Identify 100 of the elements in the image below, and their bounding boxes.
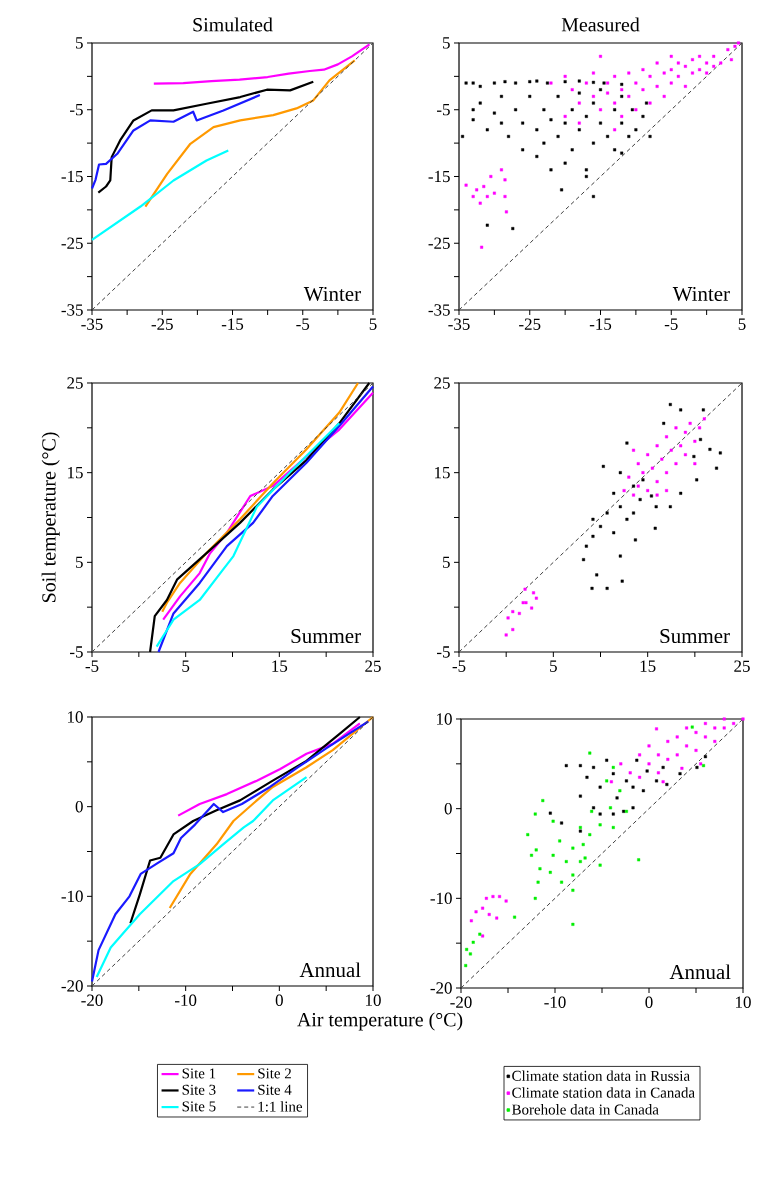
point	[608, 806, 612, 810]
y-tick-label: -5	[437, 646, 450, 658]
point	[679, 408, 683, 412]
point	[560, 880, 564, 884]
point	[541, 799, 545, 803]
point	[504, 899, 508, 903]
point	[655, 727, 659, 731]
point	[636, 462, 640, 466]
point	[646, 453, 650, 457]
line-series	[177, 722, 361, 817]
point	[674, 462, 678, 466]
y-tick-label: 25	[67, 377, 83, 389]
point	[650, 466, 654, 470]
point	[534, 596, 538, 600]
point	[703, 721, 707, 725]
y-tick-label: 5	[76, 37, 83, 49]
point	[632, 493, 636, 497]
point	[532, 591, 536, 595]
point	[694, 730, 698, 734]
point	[598, 823, 602, 827]
point	[722, 726, 726, 730]
point	[675, 735, 679, 739]
x-axis-title: Air temperature (°C)	[297, 1012, 463, 1031]
point	[703, 755, 707, 759]
point	[722, 717, 726, 721]
point	[536, 880, 540, 884]
x-tick-label: -25	[151, 318, 173, 330]
legend-label: Climate station data in Russia	[512, 1070, 690, 1081]
point	[491, 895, 495, 899]
point	[513, 915, 517, 919]
point	[611, 812, 615, 816]
y-tick-label: -35	[61, 304, 83, 316]
point	[583, 856, 587, 860]
point	[655, 779, 659, 783]
point	[468, 952, 472, 956]
point	[612, 531, 616, 535]
point	[605, 779, 609, 783]
x-tick-label: -5	[452, 660, 466, 672]
point	[701, 408, 705, 412]
point	[655, 480, 659, 484]
point	[615, 796, 619, 800]
x-tick-label: 15	[640, 660, 656, 672]
point	[484, 896, 488, 900]
point	[506, 616, 510, 620]
line-series	[144, 59, 356, 208]
point	[647, 744, 651, 748]
point	[533, 812, 537, 816]
point	[666, 739, 670, 743]
point	[530, 853, 533, 857]
point	[694, 748, 698, 752]
point	[471, 940, 475, 944]
point	[538, 867, 542, 871]
point	[469, 919, 473, 923]
x-tick-label: -10	[175, 994, 197, 1006]
point	[504, 633, 508, 637]
point	[695, 765, 699, 769]
point	[474, 910, 478, 914]
line-series	[97, 80, 315, 194]
y-tick-label: 0	[444, 802, 452, 815]
point	[534, 848, 538, 852]
point	[666, 757, 670, 761]
chart-title: Measured	[561, 17, 640, 32]
point	[564, 764, 568, 768]
point	[591, 534, 595, 538]
point	[481, 906, 485, 910]
y-tick-label: 5	[443, 556, 450, 568]
y-tick-label: 10	[68, 711, 83, 723]
annotation: Summer	[660, 629, 730, 644]
x-tick-label: -25	[519, 318, 541, 330]
point	[680, 766, 684, 770]
point	[564, 860, 568, 864]
point	[668, 505, 672, 509]
point	[654, 505, 658, 509]
x-tick-label: -15	[589, 318, 612, 330]
point	[578, 860, 582, 864]
point	[638, 498, 642, 502]
point	[598, 812, 602, 816]
point	[618, 471, 622, 475]
point	[679, 491, 683, 495]
y-tick-label: -20	[430, 982, 452, 994]
point	[590, 586, 594, 590]
point	[599, 524, 603, 528]
y-tick-label: -20	[61, 980, 83, 992]
point	[665, 471, 669, 475]
point	[653, 526, 657, 530]
point	[688, 421, 692, 425]
point	[548, 870, 552, 874]
point	[571, 922, 575, 926]
x-tick-label: 0	[645, 996, 653, 1008]
point	[699, 437, 702, 441]
y-tick-label: -5	[70, 646, 83, 658]
point	[605, 511, 609, 515]
point	[632, 484, 636, 488]
annotation: Winter	[303, 286, 361, 302]
y-tick-label: -25	[428, 237, 450, 249]
point	[649, 494, 653, 498]
point	[678, 772, 682, 776]
point	[624, 779, 628, 783]
y-tick-label: -5	[437, 104, 450, 116]
legend-label: Site 2	[258, 1068, 291, 1079]
